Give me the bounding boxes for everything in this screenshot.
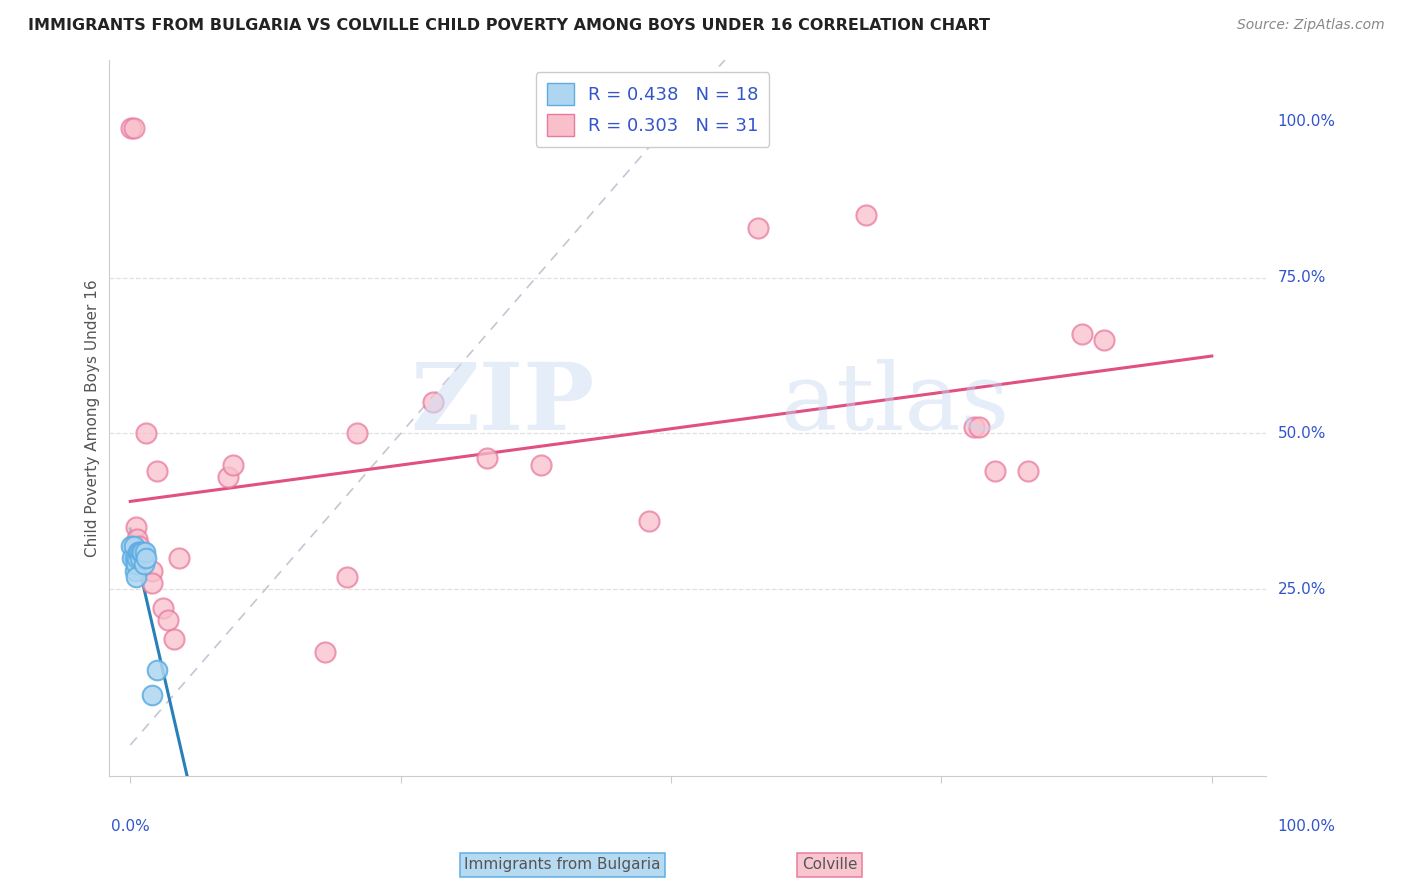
Point bbox=[1017, 464, 1039, 478]
Point bbox=[134, 545, 156, 559]
Point bbox=[346, 426, 368, 441]
Point bbox=[121, 551, 143, 566]
Text: 100.0%: 100.0% bbox=[1278, 819, 1336, 834]
Point bbox=[963, 420, 986, 434]
Text: ZIP: ZIP bbox=[411, 359, 595, 449]
Point bbox=[125, 533, 148, 547]
Point bbox=[128, 545, 150, 559]
Point bbox=[129, 551, 152, 566]
Text: 0.0%: 0.0% bbox=[111, 819, 149, 834]
Point bbox=[1092, 333, 1115, 347]
Point bbox=[128, 539, 150, 553]
Point bbox=[122, 539, 145, 553]
Legend: R = 0.438   N = 18, R = 0.303   N = 31: R = 0.438 N = 18, R = 0.303 N = 31 bbox=[536, 72, 769, 147]
Text: IMMIGRANTS FROM BULGARIA VS COLVILLE CHILD POVERTY AMONG BOYS UNDER 16 CORRELATI: IMMIGRANTS FROM BULGARIA VS COLVILLE CHI… bbox=[28, 18, 990, 33]
Text: Source: ZipAtlas.com: Source: ZipAtlas.com bbox=[1237, 18, 1385, 32]
Point bbox=[855, 208, 877, 222]
Point bbox=[120, 539, 142, 553]
Point bbox=[120, 121, 142, 136]
Point bbox=[984, 464, 1007, 478]
Point bbox=[141, 576, 163, 591]
Point bbox=[125, 551, 148, 566]
Point bbox=[141, 564, 163, 578]
Text: 25.0%: 25.0% bbox=[1278, 582, 1326, 597]
Point bbox=[530, 458, 553, 472]
Point bbox=[152, 601, 174, 615]
Point bbox=[167, 551, 190, 566]
Point bbox=[335, 570, 357, 584]
Point bbox=[141, 688, 163, 702]
Point bbox=[162, 632, 184, 646]
Point bbox=[475, 451, 498, 466]
Point bbox=[146, 464, 169, 478]
Point bbox=[134, 558, 156, 572]
Point bbox=[124, 551, 146, 566]
Point bbox=[129, 551, 152, 566]
Point bbox=[127, 545, 149, 559]
Point bbox=[967, 420, 990, 434]
Text: Colville: Colville bbox=[801, 857, 858, 872]
Point bbox=[124, 558, 146, 572]
Point bbox=[146, 663, 169, 677]
Point bbox=[222, 458, 245, 472]
Point bbox=[1071, 326, 1094, 341]
Point bbox=[124, 570, 146, 584]
Point bbox=[135, 551, 157, 566]
Point bbox=[217, 470, 239, 484]
Point bbox=[314, 644, 336, 658]
Text: 75.0%: 75.0% bbox=[1278, 270, 1326, 285]
Text: 50.0%: 50.0% bbox=[1278, 426, 1326, 441]
Text: Immigrants from Bulgaria: Immigrants from Bulgaria bbox=[464, 857, 661, 872]
Point bbox=[131, 545, 153, 559]
Text: 100.0%: 100.0% bbox=[1278, 114, 1336, 129]
Point bbox=[422, 395, 444, 409]
Point bbox=[135, 426, 157, 441]
Point bbox=[747, 220, 769, 235]
Point bbox=[129, 545, 152, 559]
Point bbox=[122, 121, 145, 136]
Point bbox=[124, 520, 146, 534]
Point bbox=[638, 514, 661, 528]
Point bbox=[124, 564, 146, 578]
Text: atlas: atlas bbox=[780, 359, 1010, 449]
Point bbox=[157, 614, 180, 628]
Y-axis label: Child Poverty Among Boys Under 16: Child Poverty Among Boys Under 16 bbox=[86, 279, 100, 557]
